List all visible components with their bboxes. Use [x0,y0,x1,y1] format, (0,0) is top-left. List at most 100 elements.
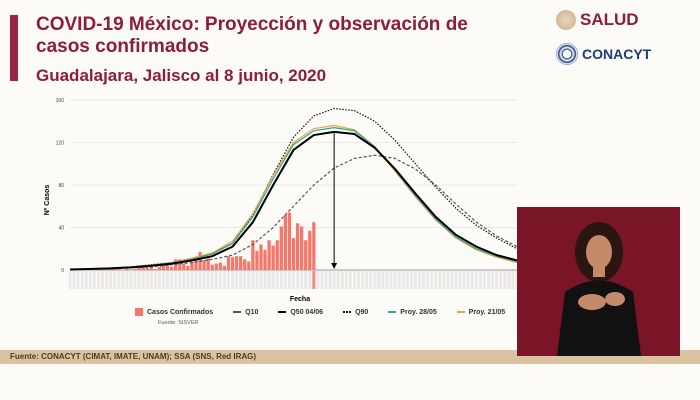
x-tick-label [422,271,426,289]
bar [243,259,247,270]
x-tick-label [251,271,255,289]
bar [271,245,275,270]
x-tick-label [507,271,511,289]
bar [234,256,239,270]
x-tick-label [308,271,312,289]
x-tick-label [170,271,174,289]
legend-label: Casos Confirmados [147,308,214,316]
bar [230,257,235,270]
legend-item: Casos Confirmados [135,308,213,316]
x-tick-label [413,271,417,289]
legend-swatch [135,308,143,316]
x-tick-label [474,271,478,289]
x-tick-label [389,271,393,289]
x-tick-label [499,271,503,289]
bar [145,267,149,270]
y-tick-label: 80 [58,183,64,189]
legend-item: Proy. 21/05 [456,308,506,316]
bar [218,262,222,270]
x-tick-label [365,271,369,289]
x-tick-label [194,271,198,289]
x-tick-label [174,271,178,289]
x-tick-label [397,271,401,289]
x-tick-label [377,271,381,289]
bar [283,214,287,270]
x-tick-label [153,271,157,289]
x-tick-label [340,271,344,289]
x-tick-label [466,271,470,289]
x-tick-label [369,271,373,289]
x-tick-label [243,271,247,289]
x-tick-label [503,271,507,289]
bar [312,222,316,270]
x-tick-label [113,271,117,289]
series-line-q90 [69,107,518,270]
x-tick-label [405,271,409,289]
bar [226,256,231,270]
bar [214,263,218,270]
x-tick-label [239,271,243,289]
bar [304,240,308,270]
x-tick-label [430,271,434,289]
y-tick-label: 120 [56,141,65,147]
peak-arrowhead [331,263,338,269]
bar [194,260,198,270]
x-tick-label [393,271,397,289]
legend-label: Q90 [355,308,369,316]
x-tick-label [511,271,515,289]
bar [133,268,137,270]
x-tick-label [300,271,304,289]
bar [239,256,243,270]
x-tick-label [84,271,88,289]
x-tick-label [68,271,72,289]
bar [161,264,166,270]
legend-swatch [388,311,397,313]
x-tick-label [166,271,170,289]
legend-item: Q90 [343,309,368,316]
x-tick-label [482,271,486,289]
bar [178,259,182,270]
x-tick-label [247,271,251,289]
x-tick-label [121,271,125,289]
bar [300,226,304,270]
x-tick-label [255,271,259,289]
x-tick-label [434,271,438,289]
x-tick-label [495,271,499,289]
page-title: COVID-19 México: Proyección y observació… [36,14,468,57]
y-tick-label: 0 [61,268,64,274]
bar [222,265,227,270]
x-tick-label [214,271,218,289]
x-tick-label [279,271,283,289]
x-tick-label [357,271,361,289]
x-tick-label [231,271,235,289]
x-tick-label [210,271,214,289]
bar [308,230,312,270]
bar [263,249,267,270]
x-tick-label [80,271,84,289]
y-tick-label: 160 [56,98,65,104]
legend-item: Q50 04/06 [278,309,323,316]
x-tick-label [296,271,300,289]
bar [109,268,113,270]
x-tick-label [442,271,446,289]
y-axis-label: Nº Casos [44,185,51,216]
x-tick-label [478,271,482,289]
bar [255,250,259,270]
x-tick-label [72,271,76,289]
bar [157,266,162,270]
x-tick-label [312,271,316,289]
legend-label: Proy. 21/05 [468,308,506,316]
x-tick-label [186,271,190,289]
x-tick-label [263,271,267,289]
x-tick-label [271,271,275,289]
x-tick-label [125,271,129,289]
bar [202,260,206,270]
bar [259,244,263,270]
bar [210,264,214,270]
bar [182,263,186,270]
x-tick-label [450,271,454,289]
bar [137,267,141,270]
x-tick-label [401,271,405,289]
legend-label: Q50 04/06 [290,308,324,316]
